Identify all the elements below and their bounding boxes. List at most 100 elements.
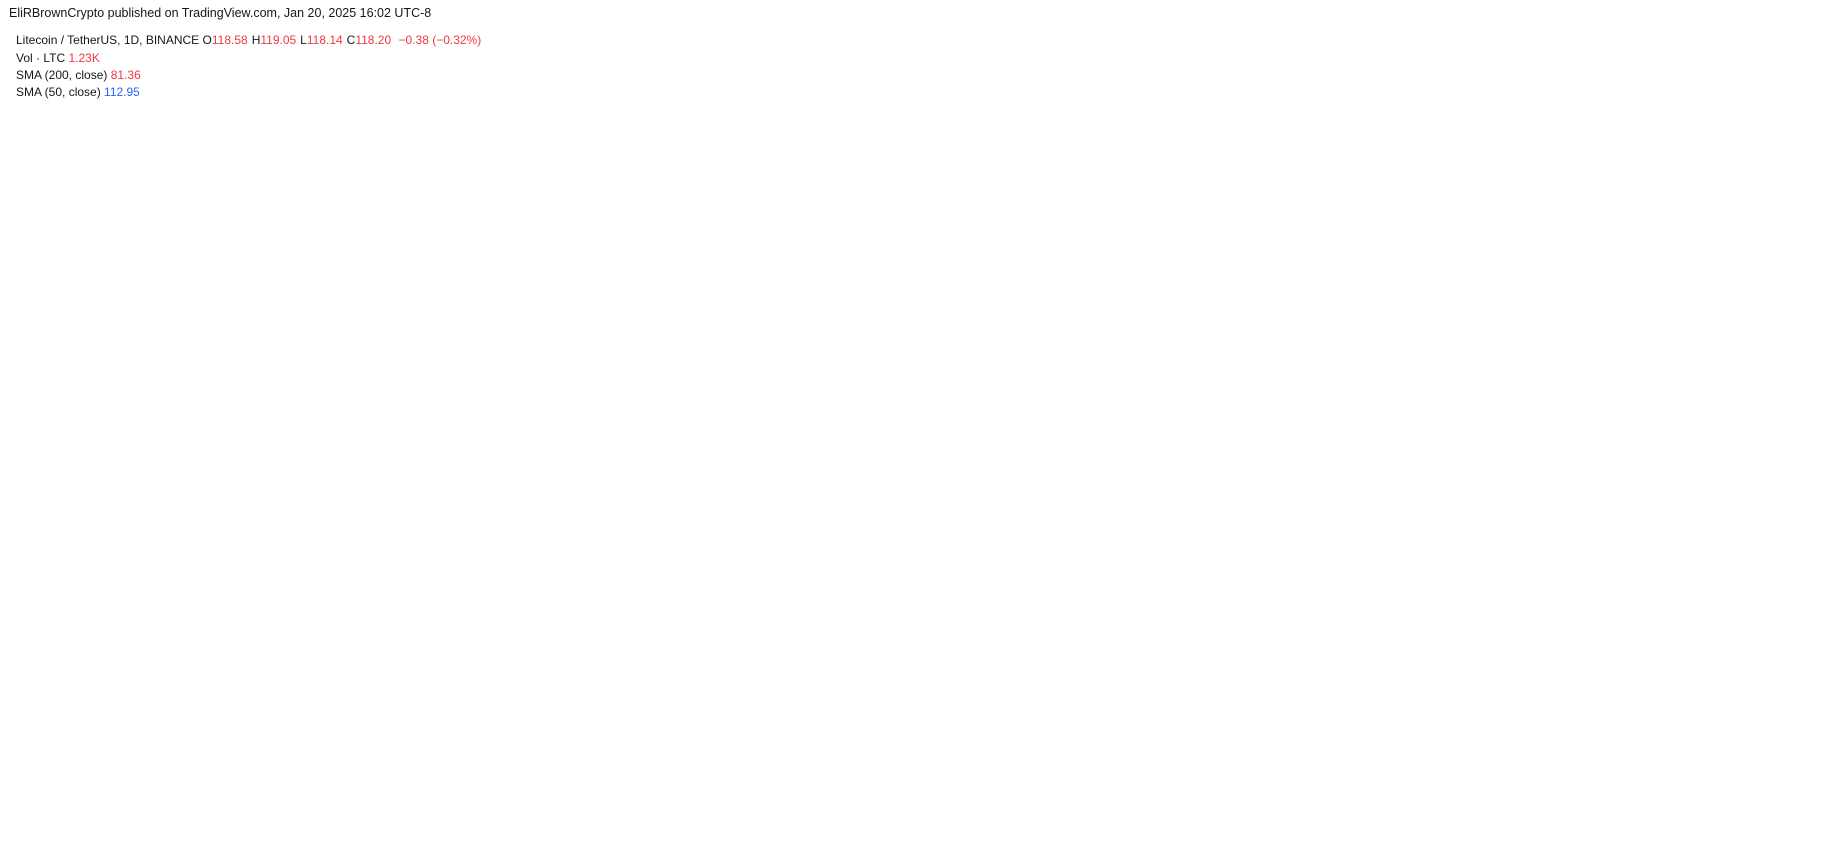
price-label: 112.51 — [1765, 497, 1801, 511]
x-tick-label: Jul — [437, 802, 452, 816]
fib-label: 0.618 (137.75) — [1186, 462, 1264, 476]
price-label-box — [1759, 496, 1817, 513]
volume-bar — [623, 735, 632, 799]
volume-bar — [312, 756, 321, 799]
volume-bar — [1015, 701, 1024, 799]
volume-bar — [0, 742, 9, 799]
volume-bar — [819, 749, 828, 799]
volume-bar — [677, 735, 686, 799]
volume-bar — [704, 742, 713, 799]
trendline — [9, 573, 1758, 621]
volume-bar — [931, 742, 940, 799]
ohlc-value: 118.14 — [306, 33, 343, 47]
trendline — [18, 212, 1758, 551]
y-tick-label: −75.00 — [1769, 756, 1806, 770]
y-tick-label: 0.00 — [1769, 652, 1793, 666]
volume-bar — [1127, 753, 1136, 799]
volume-bar — [170, 735, 179, 799]
price-line — [4, 107, 1308, 592]
currency: USDT — [1777, 32, 1810, 46]
price-label: 93.34 — [1765, 523, 1795, 537]
x-tick-label: 2024 — [939, 802, 966, 816]
y-tick-label: 125.00 — [1769, 479, 1806, 493]
countdown: 23:57:14 — [1765, 504, 1812, 518]
sma200-value: 81.36 — [110, 68, 141, 82]
y-tick-label: 275.00 — [1769, 272, 1806, 286]
sma-line — [38, 285, 1308, 585]
y-tick-label: 425.00 — [1769, 65, 1806, 79]
fib-label: 2.618 (302.58) — [1186, 234, 1264, 248]
y-tick-label: 50.00 — [1769, 583, 1799, 597]
volume-bar — [197, 742, 206, 799]
sma50-label: SMA (50, close) — [16, 85, 101, 99]
volume-bar — [85, 715, 94, 799]
volume-bar — [1303, 715, 1312, 799]
x-tick-label: Apr — [689, 802, 708, 816]
volume-bar — [565, 722, 574, 799]
price-label-box — [1759, 522, 1817, 539]
ohlc: O118.58 H119.05 L118.14 C118.20 — [203, 33, 396, 47]
price-label-box — [1759, 539, 1817, 556]
y-tick-label: 300.00 — [1769, 237, 1806, 251]
price-label: 139.34 — [1765, 460, 1802, 474]
currency-box[interactable] — [1762, 25, 1824, 53]
vol-value: 1.23K — [68, 51, 100, 65]
volume-bar — [1184, 756, 1193, 799]
x-tick-label: 2025 — [1277, 802, 1304, 816]
ohlc-key: L — [300, 33, 307, 47]
x-tick-label: Oct — [182, 802, 201, 816]
fib-label: 1.618 (220.16) — [1186, 348, 1264, 362]
x-tick-label: Apr — [1365, 802, 1384, 816]
x-tick-label: Apr — [351, 802, 370, 816]
volume-bar — [481, 759, 490, 799]
x-tick-label: Jul — [1113, 802, 1128, 816]
x-tick-label: 2022 — [262, 802, 289, 816]
x-tick-label: Oct — [520, 802, 539, 816]
price-label: 118.20 — [1765, 489, 1801, 503]
y-tick-label: −50.00 — [1769, 721, 1806, 735]
x-tick-label: Jul — [1452, 802, 1467, 816]
ohlc-key: C — [346, 33, 356, 47]
volume-bar — [142, 756, 151, 799]
price-label-box — [1759, 574, 1817, 591]
fib-label: 0.236 (106.27) — [1186, 505, 1264, 519]
sma200-label: SMA (200, close) — [16, 68, 108, 82]
volume-bar — [119, 742, 128, 799]
price-label: 81.36 — [1765, 540, 1795, 554]
volume-bar — [423, 742, 432, 799]
watermark-title: Eli R. Brown — [417, 316, 782, 385]
volume-bar — [227, 722, 236, 799]
trendlines — [9, 212, 1758, 621]
x-tick-label: Oct — [1535, 802, 1554, 816]
footer-brand: TradingView — [32, 836, 104, 851]
price-label-box — [1759, 488, 1817, 505]
countdown-box — [1759, 504, 1817, 520]
volume-bar — [1100, 756, 1109, 799]
symbol: Litecoin / TetherUS, 1D, BINANCE — [16, 33, 200, 47]
volume-bar — [285, 749, 294, 799]
trendline — [1123, 443, 1758, 600]
volume-bar — [846, 756, 855, 799]
volume-bar — [1211, 742, 1220, 799]
volume-bar — [650, 742, 659, 799]
price-label: 112.95 — [1765, 496, 1801, 510]
vol-label-box — [1759, 783, 1817, 799]
fib-label: 0.786 (151.60) — [1186, 443, 1264, 457]
y-tick-label: 250.00 — [1769, 307, 1806, 321]
volume-bar — [396, 729, 405, 799]
volume-bar — [254, 735, 263, 799]
y-tick-label: 375.00 — [1769, 134, 1806, 148]
volume-bar — [58, 618, 67, 799]
volume-bar — [592, 742, 601, 799]
y-tick-label: 25.00 — [1769, 618, 1799, 632]
y-tick-label: 175.00 — [1769, 410, 1806, 424]
price-label-box — [1759, 459, 1817, 476]
volume-bar — [734, 749, 743, 799]
x-tick-label: Oct — [858, 802, 877, 816]
vol-label: Vol · LTC — [16, 51, 66, 65]
price-label-box — [1759, 558, 1817, 575]
y-tick-label: 400.00 — [1769, 99, 1806, 113]
watermark-sub: CRYPTO — [522, 376, 697, 416]
volume-bar — [508, 756, 517, 799]
volume-bar — [1269, 722, 1278, 799]
